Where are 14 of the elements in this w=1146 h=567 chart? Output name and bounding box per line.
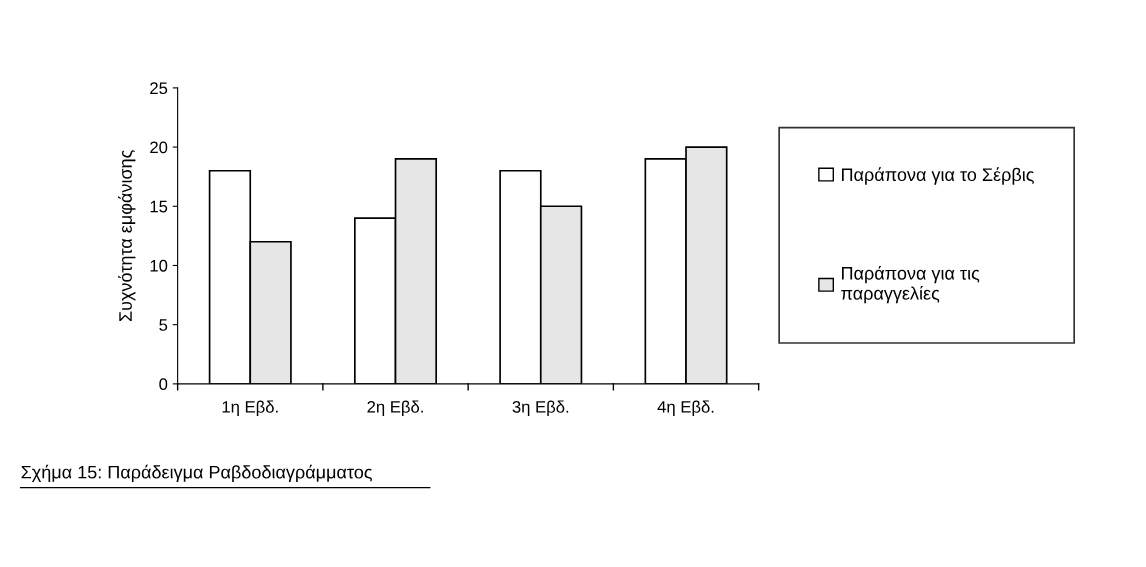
x-tick-label: 2η Εβδ.: [367, 400, 423, 417]
legend-label: Παράπονα για τις παραγγελίες: [841, 265, 980, 304]
y-axis-title: Συχνότητα εμφάνισης: [118, 150, 136, 322]
x-tick-label: 1η Εβδ.: [222, 400, 278, 417]
text: Σχήμα 15: Παράδειγμα Ραβδοδιαγράμματος: [21, 464, 372, 483]
y-tick-label: 10: [150, 259, 168, 272]
y-tick-label: 25: [150, 82, 168, 95]
y-tick-label: 20: [150, 141, 168, 154]
x-tick-label: 3η Εβδ.: [512, 400, 569, 417]
legend-label: Παράπονα για το Σέρβις: [842, 167, 1034, 185]
y-tick-label: 15: [150, 200, 168, 213]
y-tick-label: 0: [159, 378, 168, 391]
y-tick-label: 5: [159, 319, 168, 331]
x-tick-label: 4η Εβδ.: [657, 400, 714, 417]
